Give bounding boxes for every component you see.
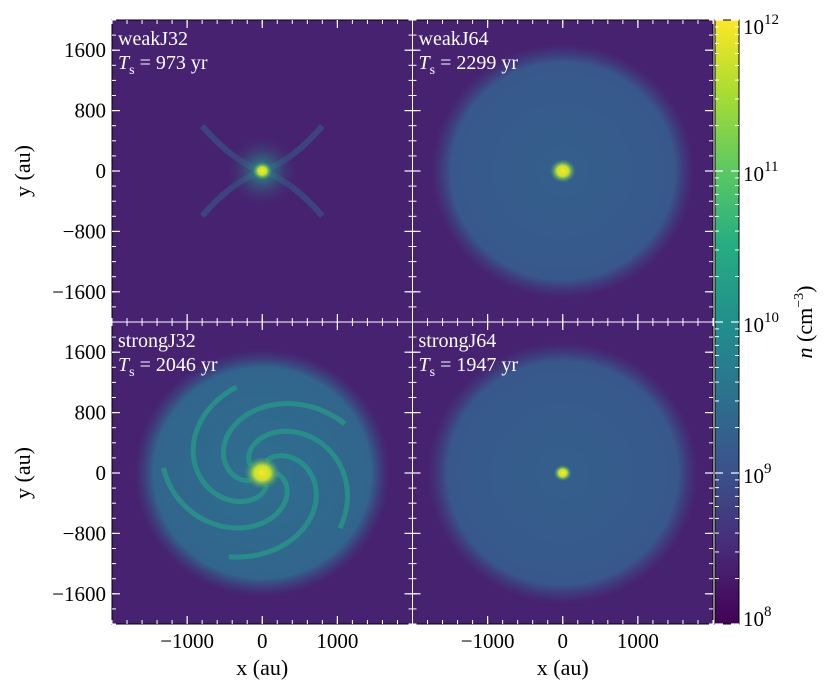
spiral-arm [220,401,347,484]
y-tick-label: 1600 [64,340,106,364]
x-tick-label: 1000 [617,629,659,653]
y-tick-label: −1600 [52,280,106,304]
panel-label: weakJ32 [118,28,188,50]
core [244,456,281,490]
panel-weakJ32 [112,20,413,322]
ticks [111,19,714,625]
core [549,158,576,184]
panels [111,19,714,625]
x-axis-title: x (au) [236,655,288,680]
x-tick-label: −1000 [160,629,214,653]
panel-weakJ64 [412,20,713,322]
panel-strongJ64 [412,322,713,624]
y-tick-label: −1600 [52,582,106,606]
spiral-arm [246,428,351,530]
y-tick-label: 1600 [64,38,106,62]
panel-label: strongJ64 [419,330,497,352]
panel-time: Ts = 1947 yr [419,354,519,380]
spiral-arm [190,384,270,504]
panel-label: weakJ64 [419,28,489,50]
y-axis-title: y (au) [10,447,35,499]
y-tick-label: 0 [96,159,107,183]
x-tick-label: 0 [558,629,569,653]
panel-time: Ts = 2046 yr [118,354,218,380]
y-tick-label: −800 [63,219,106,243]
colorbar-tick-label: 108 [743,604,772,631]
spiral-arm [228,453,319,560]
panel-time: Ts = 973 yr [118,52,208,78]
colorbar-tick-label: 1010 [743,310,779,337]
x-tick-label: −1000 [461,629,515,653]
x-tick-label: 1000 [316,629,358,653]
panel-strongJ32 [112,322,413,624]
panel-time: Ts = 2299 yr [419,52,519,78]
x-axis-title: x (au) [537,655,589,680]
y-tick-label: 0 [96,461,107,485]
spiral-arm [160,467,290,531]
panel-label: strongJ32 [118,330,196,352]
colorbar-title: n (cm−3) [792,286,817,359]
x-tick-label: 0 [257,629,268,653]
core [553,464,572,482]
colorbar-tick-label: 1011 [743,159,778,186]
y-axis-title: y (au) [10,145,35,197]
core [252,161,273,181]
y-tick-label: 800 [75,401,107,425]
y-tick-label: 800 [75,99,107,123]
y-tick-label: −800 [63,521,106,545]
colorbar-tick-label: 109 [743,461,772,488]
colorbar: 1012 1011 1010 109 108 n (cm−3) [714,12,817,631]
colorbar-tick-label: 1012 [743,12,779,39]
